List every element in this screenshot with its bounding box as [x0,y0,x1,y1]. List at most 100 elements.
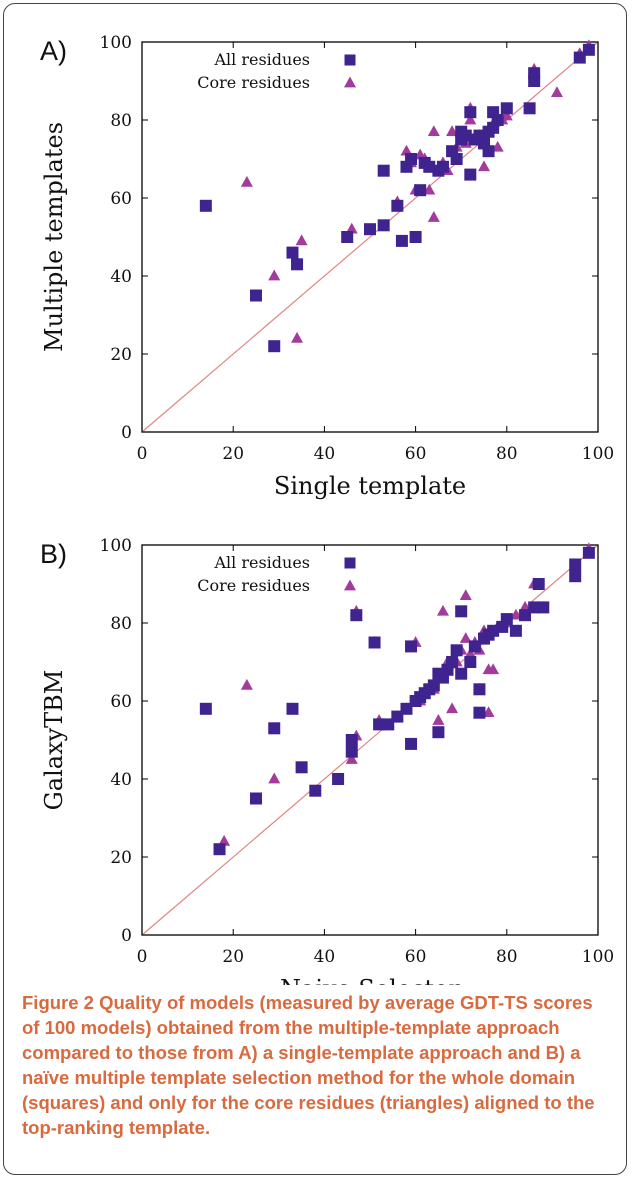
x-tick-label: 40 [314,444,336,464]
x-tick-label: 60 [405,947,427,967]
x-tick-label: 100 [582,947,614,967]
triangle-point [491,140,504,152]
square-point [332,773,345,785]
square-point [491,114,504,126]
square-point [400,702,413,715]
y-tick-label: 20 [110,345,132,365]
square-point [537,601,550,614]
figure-frame [3,3,627,1175]
square-point [459,129,472,142]
triangle-point [427,211,440,222]
triangle-point [550,86,563,98]
legend-marker-triangle [344,579,356,591]
square-point [350,609,363,622]
square-point [473,683,486,696]
square-point [250,792,262,805]
plot-frame [141,544,599,936]
square-point [391,710,404,723]
square-point [569,570,582,583]
square-point [286,702,299,715]
triangle-point [459,589,472,601]
square-point [405,153,418,165]
chart-panel-a: 0 20 40 60 80 100 0 20 40 60 80 100 Single template M… [40,33,614,500]
chart-panel-b: 0 20 40 60 80 100 0 20 40 60 80 100 Naive Selector Ga… [40,536,614,985]
legend-label-all: All residues [213,50,310,69]
caption-label: Figure 2 [22,992,94,1013]
square-point [345,745,358,758]
square-point [582,43,595,56]
square-point [345,734,358,746]
square-point [395,234,408,247]
square-point [450,644,463,657]
triangle-point [500,109,513,121]
square-point [377,219,390,232]
y-tick-label: 40 [110,267,132,287]
panel-label: B) [40,539,67,569]
square-point [528,601,541,614]
x-tick-label: 100 [582,444,614,464]
square-point [373,718,386,731]
y-tick-label: 60 [110,692,132,712]
square-point [464,656,477,668]
square-point [573,51,586,64]
square-point [268,722,281,735]
square-point [309,784,322,797]
x-tick-label: 80 [496,947,518,967]
square-point [487,624,500,637]
square-point [427,679,440,692]
square-point [509,624,522,637]
triangle-point [482,706,495,718]
x-axis-label: Naive Selector [280,975,460,985]
square-point [286,246,299,259]
triangle-point [459,632,472,643]
triangle-point [509,608,522,620]
figure-plots: 0 20 40 60 80 100 0 20 40 60 80 100 Single template M… [40,33,614,985]
x-tick-label: 60 [405,444,427,464]
x-tick-label: 20 [222,947,244,967]
y-tick-label: 100 [100,536,132,556]
legend-marker-square [344,54,356,66]
triangle-point [268,772,281,784]
square-point [455,667,468,680]
square-point [532,578,545,590]
square-point [436,160,449,173]
y-tick-label: 20 [110,848,132,868]
square-point [582,546,595,559]
square-point [364,223,376,236]
legend-marker-triangle [344,76,356,88]
square-point [213,843,226,856]
y-tick-label: 80 [110,614,132,634]
triangle-point [446,702,459,714]
legend-label-core: Core residues [197,73,310,92]
square-point [199,702,212,715]
panel-label: A) [40,36,67,66]
figure-caption: Figure 2 Quality of models (measured by … [22,990,607,1140]
y-axis-label: Multiple templates [40,122,68,352]
square-point [464,106,477,119]
plot-frame [141,41,599,433]
triangle-point [464,647,477,659]
triangle-point [291,331,304,343]
triangle-point [478,160,490,172]
y-tick-label: 80 [110,111,132,131]
square-point [528,75,541,87]
triangle-point [487,663,500,675]
triangle-point [345,753,358,764]
square-point [519,609,532,622]
square-point [199,199,212,212]
triangle-point [268,269,281,281]
triangle-point [427,125,440,137]
square-point [250,289,262,302]
x-axis-label: Single template [274,472,466,500]
x-tick-label: 0 [137,444,148,464]
legend-label-core: Core residues [197,576,310,595]
triangle-point [432,714,445,725]
triangle-point [423,183,436,195]
triangle-point [240,175,253,187]
triangle-point [464,113,477,125]
triangle-point [400,144,413,156]
square-point [450,153,463,165]
square-point [382,718,395,731]
caption-text: Quality of models (measured by average G… [22,992,595,1138]
square-point [295,761,308,774]
